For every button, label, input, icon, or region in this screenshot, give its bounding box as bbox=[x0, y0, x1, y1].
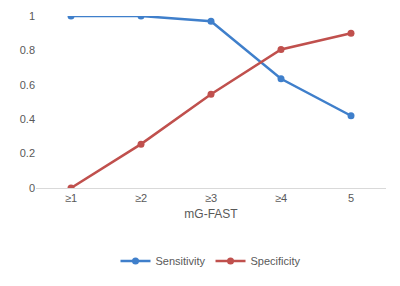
svg-text:≥2: ≥2 bbox=[135, 192, 147, 204]
svg-text:5: 5 bbox=[348, 192, 354, 204]
svg-text:1: 1 bbox=[29, 10, 35, 22]
svg-text:0: 0 bbox=[29, 182, 35, 194]
svg-text:Sensitivity: Sensitivity bbox=[156, 255, 206, 267]
svg-text:Specificity: Specificity bbox=[251, 255, 301, 267]
svg-text:≥3: ≥3 bbox=[205, 192, 217, 204]
svg-text:0.4: 0.4 bbox=[20, 113, 35, 125]
svg-text:mG-FAST: mG-FAST bbox=[184, 207, 238, 221]
svg-text:≥1: ≥1 bbox=[65, 192, 77, 204]
svg-text:0.8: 0.8 bbox=[20, 44, 35, 56]
svg-text:0.2: 0.2 bbox=[20, 147, 35, 159]
svg-text:≥4: ≥4 bbox=[275, 192, 287, 204]
svg-text:0.6: 0.6 bbox=[20, 79, 35, 91]
